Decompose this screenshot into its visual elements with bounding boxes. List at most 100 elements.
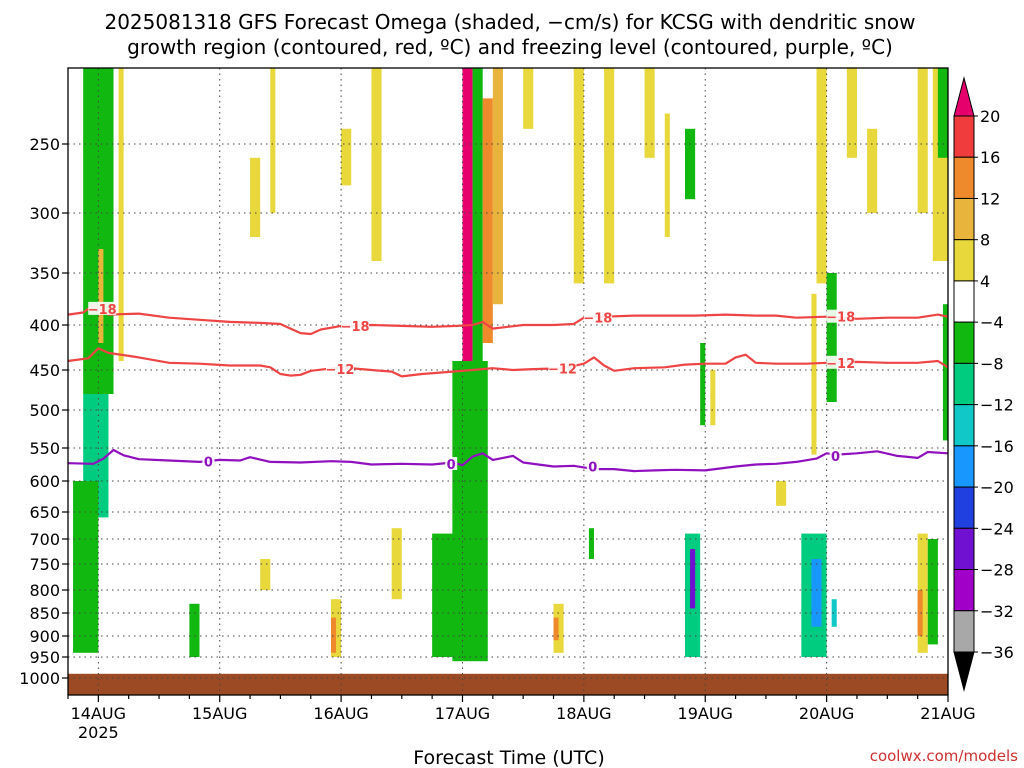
contour-layer: −18 −18 −18 −18 −12 −12 −12 0 0 0 0 [67,301,949,476]
y-tick-label: 900 [29,627,60,646]
colorbar-segment [953,445,975,488]
x-tick-label: 17AUG [435,704,490,723]
omega-cell [118,68,124,361]
colorbar-label: 8 [980,231,990,250]
omega-cell [917,590,923,636]
dgz-lower-label: −12 [826,357,855,372]
colorbar-label: 12 [980,189,1000,208]
omega-cell [83,68,114,394]
omega-cell [917,68,928,213]
y-tick-label: 300 [29,204,60,223]
colorbar-segment [953,362,975,406]
dgz-upper-label-bg [88,301,117,315]
dgz-upper-line [67,304,949,336]
colorbar-label: 20 [980,107,1000,126]
omega-cell [942,304,948,441]
dgz-upper-label: −18 [88,303,117,318]
omega-cell [776,481,787,506]
omega-cell [685,128,696,200]
y-tick-label: 950 [29,648,60,667]
colorbar-label: 16 [980,148,1000,167]
colorbar-segment [953,569,975,612]
omega-cell [553,617,559,641]
freezing-level-label: 0 [831,450,840,465]
dgz-upper-label: −18 [341,320,370,335]
freezing-level-label-bg [202,454,215,468]
colorbar-segment [953,280,975,323]
colorbar-label: −36 [980,643,1014,662]
y-tick-label: 850 [29,604,60,623]
omega-cell [341,128,352,186]
credit-text: coolwx.com/models [870,747,1018,765]
omega-cell [573,68,584,284]
omega-cell [330,617,337,653]
x-axis-label: Forecast Time (UTC) [413,747,604,768]
omega-cell [937,68,948,158]
omega-cell [588,528,594,559]
y-tick-label: 450 [29,361,60,380]
colorbar-label: −24 [980,519,1014,538]
chart-title-line1: 2025081318 GFS Forecast Omega (shaded, −… [104,10,915,34]
omega-cell [260,559,271,590]
omega-cell [816,68,827,284]
ground-fill [68,673,948,695]
x-tick-label: 15AUG [192,704,247,723]
dgz-upper-label-bg [826,309,855,323]
colorbar-segment [953,527,975,571]
dgz-lower-label-bg [826,355,855,369]
y-tick-label: 250 [29,135,60,154]
colorbar-label: −28 [980,561,1014,580]
y-tick-label: 750 [29,555,60,574]
colorbar-label: −8 [980,354,1004,373]
colorbar-label: −32 [980,602,1014,621]
colorbar: 20 16 12 8 4 −4 −8 −12 −16 −20 −24 −28 −32 −36 [953,76,1014,692]
freezing-level-label-bg [829,448,842,462]
dgz-lower-label-bg [325,362,354,376]
colorbar-segment [953,486,975,529]
omega-cell [811,293,817,455]
omega-cell [710,370,716,426]
y-tick-label: 1000 [19,669,60,688]
dgz-lower-label-bg [548,361,577,375]
dgz-upper-label: −18 [826,311,855,326]
plot-frame [67,67,949,696]
omega-cell [391,528,402,600]
colorbar-segment [953,239,975,282]
omega-cell [690,549,696,609]
omega-cell [492,68,503,305]
colorbar-label: −16 [980,437,1014,456]
dgz-upper-label-bg [341,318,370,332]
x-tick-label-year: 2025 [78,723,119,742]
y-tick-label: 500 [29,401,60,420]
omega-cell [432,533,463,657]
colorbar-label: 4 [980,272,990,291]
colorbar-label: −4 [980,313,1004,332]
dgz-upper-label: −18 [583,312,612,327]
y-tick-label: 400 [29,316,60,335]
omega-cell [867,128,878,213]
omega-cell [664,113,670,237]
y-tick-label: 800 [29,581,60,600]
omega-cell [98,249,104,343]
colorbar-segment [953,115,975,158]
omega-cell [472,68,483,378]
omega-cell [189,603,200,657]
colorbar-segment [953,197,975,241]
colorbar-bottom-triangle [953,651,975,692]
colorbar-top-triangle [953,76,975,117]
dgz-lower-label: −12 [325,363,354,378]
x-tick-label: 14AUG [71,704,126,723]
x-tick-label: 19AUG [678,704,733,723]
colorbar-label: −20 [980,478,1014,497]
omega-cell [371,68,382,261]
x-tick-label: 16AUG [313,704,368,723]
ground-layer [68,673,948,695]
omega-cell [826,273,837,402]
omega-cell [482,98,493,344]
omega-cell [604,68,615,284]
omega-cell [523,68,534,129]
omega-cell [270,68,276,213]
colorbar-segment [953,404,975,447]
omega-cell [462,68,473,394]
